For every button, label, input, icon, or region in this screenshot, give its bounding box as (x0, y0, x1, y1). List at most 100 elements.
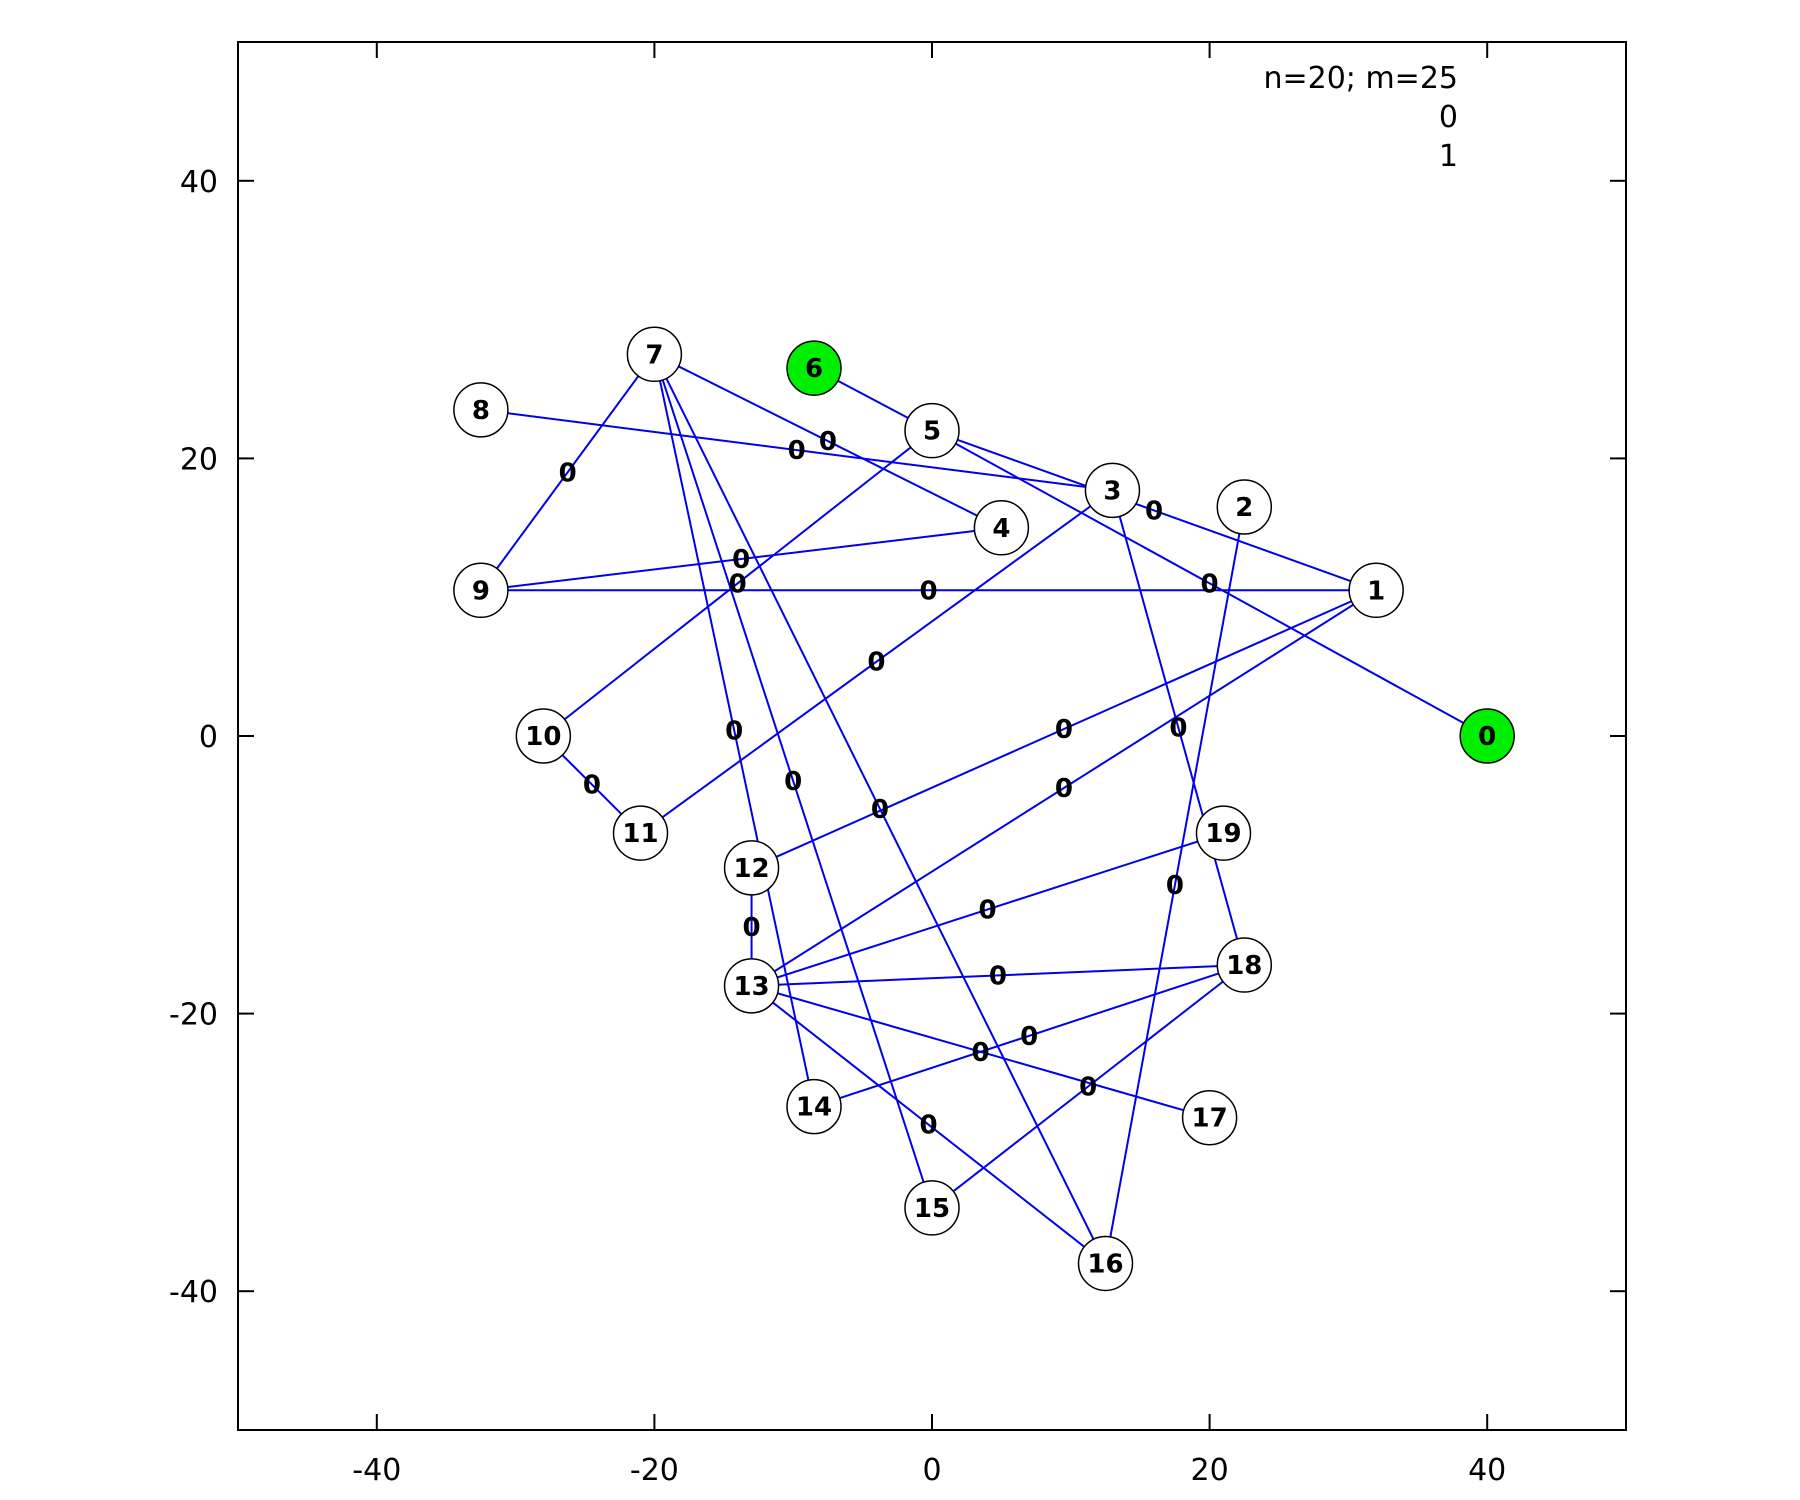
node-15[interactable]: 15 (904, 1180, 960, 1236)
node-label: 5 (923, 417, 941, 447)
node-circle (453, 382, 509, 438)
edge-label-15-18: 0 (1079, 1072, 1097, 1102)
node-circle (515, 708, 572, 764)
edge-label-13-18: 0 (989, 961, 1007, 991)
node-0[interactable]: 0 (1459, 708, 1515, 764)
edges-layer (480, 353, 1488, 1265)
x-tick-label: -40 (352, 1453, 401, 1488)
edge-5-10 (542, 429, 933, 737)
node-18[interactable]: 18 (1216, 937, 1273, 993)
edge-13-19 (751, 832, 1224, 987)
legend-entry-0: 0 (1439, 100, 1458, 135)
node-7[interactable]: 7 (626, 326, 683, 383)
node-label: 2 (1235, 493, 1253, 523)
edge-label-1-5: 0 (1145, 496, 1163, 526)
node-label: 19 (1205, 819, 1241, 849)
y-tick-label: 40 (180, 165, 218, 200)
edge-7-9 (480, 353, 656, 591)
node-11[interactable]: 11 (612, 805, 669, 861)
node-circle (1181, 1089, 1238, 1146)
edge-label-13-17: 0 (972, 1038, 990, 1068)
edge-label-7-9: 0 (559, 458, 577, 488)
node-label: 14 (796, 1093, 832, 1123)
edge-3-8 (480, 408, 1113, 492)
edge-label-1-13: 0 (1055, 774, 1073, 804)
node-label: 8 (472, 396, 490, 426)
edge-13-16 (750, 985, 1107, 1265)
node-circle (973, 500, 1030, 556)
edge-7-16 (653, 353, 1107, 1264)
node-circle (904, 402, 960, 459)
edge-label-10-11: 0 (583, 771, 601, 801)
node-label: 7 (645, 340, 663, 370)
node-14[interactable]: 14 (786, 1078, 842, 1135)
edge-4-7 (653, 353, 1002, 529)
y-tick-label: 0 (199, 720, 218, 755)
edge-1-13 (751, 589, 1377, 987)
edge-7-15 (653, 353, 933, 1209)
node-circle (453, 562, 509, 619)
node-label: 6 (805, 354, 823, 384)
edge-4-9 (480, 526, 1002, 592)
node-label: 3 (1103, 476, 1121, 506)
node-circle (723, 958, 780, 1014)
node-10[interactable]: 10 (515, 708, 572, 764)
x-tick-label: 40 (1468, 1453, 1506, 1488)
node-circle (786, 1078, 842, 1135)
edge-13-18 (751, 964, 1245, 987)
node-label: 11 (622, 819, 658, 849)
node-label: 12 (733, 854, 769, 884)
x-tick-label: 20 (1191, 1453, 1229, 1488)
node-16[interactable]: 16 (1077, 1235, 1134, 1292)
node-circle (612, 805, 669, 861)
node-2[interactable]: 2 (1216, 479, 1273, 535)
node-circle (1195, 805, 1252, 861)
edge-label-1-12: 0 (1055, 715, 1073, 745)
node-4[interactable]: 4 (973, 500, 1030, 556)
node-1[interactable]: 1 (1348, 562, 1404, 619)
node-9[interactable]: 9 (453, 562, 509, 619)
edge-label-0-5: 0 (1201, 569, 1219, 599)
edge-label-1-9: 0 (919, 576, 937, 606)
edge-3-18 (1111, 490, 1246, 966)
edge-1-5 (931, 429, 1377, 592)
node-17[interactable]: 17 (1181, 1089, 1238, 1146)
node-circle (1216, 937, 1273, 993)
edge-label-12-13: 0 (743, 913, 761, 943)
node-12[interactable]: 12 (723, 840, 780, 896)
edge-2-16 (1104, 506, 1246, 1264)
node-circle (904, 1180, 960, 1236)
edge-label-3-8: 0 (788, 436, 806, 466)
node-circle (1216, 479, 1273, 535)
y-tick-label: -40 (169, 1275, 218, 1310)
edge-0-5 (931, 429, 1488, 737)
edge-label-2-16: 0 (1166, 871, 1184, 901)
edge-1-12 (751, 589, 1377, 869)
edge-label-13-16: 0 (919, 1111, 937, 1141)
node-8[interactable]: 8 (453, 382, 509, 438)
node-circle (1459, 708, 1515, 764)
node-label: 18 (1226, 951, 1262, 981)
edge-label-4-7: 0 (819, 427, 837, 457)
node-3[interactable]: 3 (1084, 462, 1141, 519)
node-label: 10 (525, 722, 561, 752)
y-tick-label: 20 (180, 442, 218, 477)
edge-label-7-14: 0 (725, 716, 743, 746)
node-13[interactable]: 13 (723, 958, 780, 1014)
node-19[interactable]: 19 (1195, 805, 1252, 861)
node-circle (786, 340, 842, 396)
node-circle (1348, 562, 1404, 619)
node-label: 16 (1087, 1249, 1123, 1279)
node-label: 4 (992, 514, 1010, 544)
node-6[interactable]: 6 (786, 340, 842, 396)
node-5[interactable]: 5 (904, 402, 960, 459)
edge-7-14 (653, 354, 815, 1107)
edge-label-13-19: 0 (978, 896, 996, 926)
edge-label-4-9: 0 (732, 545, 750, 575)
legend: n=20; m=25 0 1 (1263, 61, 1458, 174)
edge-label-5-10: 0 (729, 569, 747, 599)
